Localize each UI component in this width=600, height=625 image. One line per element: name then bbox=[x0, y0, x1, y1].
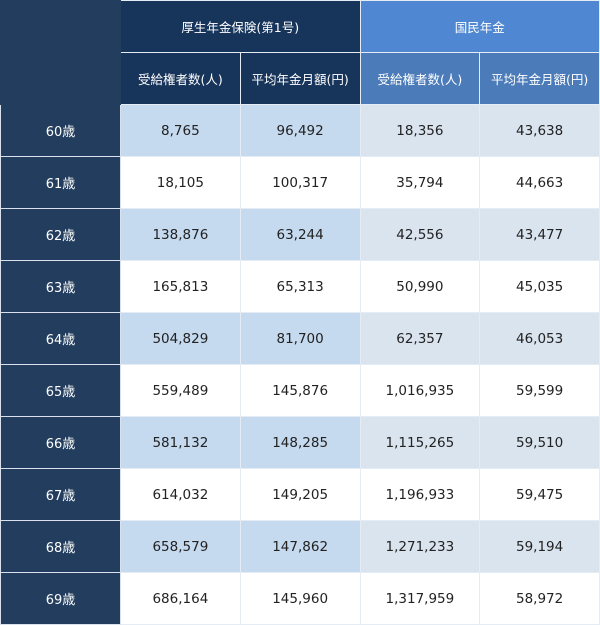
group-header-kosei: 厚生年金保険(第1号) bbox=[120, 0, 361, 53]
kokumin-average-cell: 43,477 bbox=[479, 208, 600, 261]
kosei-average-cell: 65,313 bbox=[239, 260, 361, 313]
kosei-average-cell: 145,960 bbox=[239, 572, 361, 625]
kosei-recipients-cell: 686,164 bbox=[120, 572, 241, 625]
table-row: 64歳 504,829 81,700 62,357 46,053 bbox=[0, 312, 600, 365]
age-cell: 68歳 bbox=[0, 520, 121, 573]
age-cell: 63歳 bbox=[0, 260, 121, 313]
kosei-recipients-cell: 559,489 bbox=[120, 364, 241, 417]
kokumin-recipients-cell: 62,357 bbox=[359, 312, 481, 365]
kokumin-average-cell: 59,194 bbox=[479, 520, 600, 573]
table-row: 66歳 581,132 148,285 1,115,265 59,510 bbox=[0, 416, 600, 469]
age-cell: 60歳 bbox=[0, 104, 121, 157]
kosei-average-cell: 147,862 bbox=[239, 520, 361, 573]
kokumin-average-cell: 46,053 bbox=[479, 312, 600, 365]
kosei-recipients-cell: 581,132 bbox=[120, 416, 241, 469]
subheader-kokumin-average: 平均年金月額(円) bbox=[479, 52, 600, 105]
table-row: 61歳 18,105 100,317 35,794 44,663 bbox=[0, 156, 600, 209]
kokumin-recipients-cell: 35,794 bbox=[359, 156, 481, 209]
kosei-recipients-cell: 138,876 bbox=[120, 208, 241, 261]
kosei-average-cell: 145,876 bbox=[239, 364, 361, 417]
kosei-average-cell: 63,244 bbox=[239, 208, 361, 261]
kokumin-average-cell: 59,475 bbox=[479, 468, 600, 521]
kokumin-average-cell: 43,638 bbox=[479, 104, 600, 157]
kokumin-average-cell: 58,972 bbox=[479, 572, 600, 625]
table-row: 63歳 165,813 65,313 50,990 45,035 bbox=[0, 260, 600, 313]
kokumin-recipients-cell: 1,115,265 bbox=[359, 416, 481, 469]
subheader-kosei-average: 平均年金月額(円) bbox=[239, 52, 361, 105]
corner-cell bbox=[0, 0, 121, 105]
kokumin-recipients-cell: 50,990 bbox=[359, 260, 481, 313]
subheader-kokumin-recipients: 受給権者数(人) bbox=[359, 52, 481, 105]
kosei-recipients-cell: 165,813 bbox=[120, 260, 241, 313]
kokumin-recipients-cell: 18,356 bbox=[359, 104, 481, 157]
age-cell: 64歳 bbox=[0, 312, 121, 365]
kokumin-recipients-cell: 1,317,959 bbox=[359, 572, 481, 625]
group-header-row: 厚生年金保険(第1号) 国民年金 bbox=[0, 0, 600, 105]
group-header-kokumin: 国民年金 bbox=[359, 0, 600, 53]
kokumin-average-cell: 44,663 bbox=[479, 156, 600, 209]
age-cell: 61歳 bbox=[0, 156, 121, 209]
age-cell: 66歳 bbox=[0, 416, 121, 469]
kosei-recipients-cell: 18,105 bbox=[120, 156, 241, 209]
kokumin-average-cell: 45,035 bbox=[479, 260, 600, 313]
kokumin-recipients-cell: 1,271,233 bbox=[359, 520, 481, 573]
subheader-row: 受給権者数(人) 平均年金月額(円) 受給権者数(人) 平均年金月額(円) bbox=[1, 52, 600, 105]
kokumin-recipients-cell: 1,196,933 bbox=[359, 468, 481, 521]
age-cell: 67歳 bbox=[0, 468, 121, 521]
table-row: 62歳 138,876 63,244 42,556 43,477 bbox=[0, 208, 600, 261]
kosei-recipients-cell: 8,765 bbox=[120, 104, 241, 157]
kosei-recipients-cell: 658,579 bbox=[120, 520, 241, 573]
kosei-average-cell: 96,492 bbox=[239, 104, 361, 157]
table-row: 69歳 686,164 145,960 1,317,959 58,972 bbox=[0, 572, 600, 625]
kosei-average-cell: 148,285 bbox=[239, 416, 361, 469]
kokumin-recipients-cell: 1,016,935 bbox=[359, 364, 481, 417]
kosei-average-cell: 100,317 bbox=[239, 156, 361, 209]
table-row: 68歳 658,579 147,862 1,271,233 59,194 bbox=[0, 520, 600, 573]
age-cell: 62歳 bbox=[0, 208, 121, 261]
kosei-average-cell: 149,205 bbox=[239, 468, 361, 521]
kokumin-average-cell: 59,599 bbox=[479, 364, 600, 417]
age-cell: 65歳 bbox=[0, 364, 121, 417]
kokumin-recipients-cell: 42,556 bbox=[359, 208, 481, 261]
kosei-average-cell: 81,700 bbox=[239, 312, 361, 365]
kokumin-average-cell: 59,510 bbox=[479, 416, 600, 469]
age-cell: 69歳 bbox=[0, 572, 121, 625]
table-row: 67歳 614,032 149,205 1,196,933 59,475 bbox=[0, 468, 600, 521]
table-row: 65歳 559,489 145,876 1,016,935 59,599 bbox=[0, 364, 600, 417]
kosei-recipients-cell: 504,829 bbox=[120, 312, 241, 365]
table-row: 60歳 8,765 96,492 18,356 43,638 bbox=[0, 104, 600, 157]
subheader-kosei-recipients: 受給権者数(人) bbox=[120, 52, 241, 105]
kosei-recipients-cell: 614,032 bbox=[120, 468, 241, 521]
